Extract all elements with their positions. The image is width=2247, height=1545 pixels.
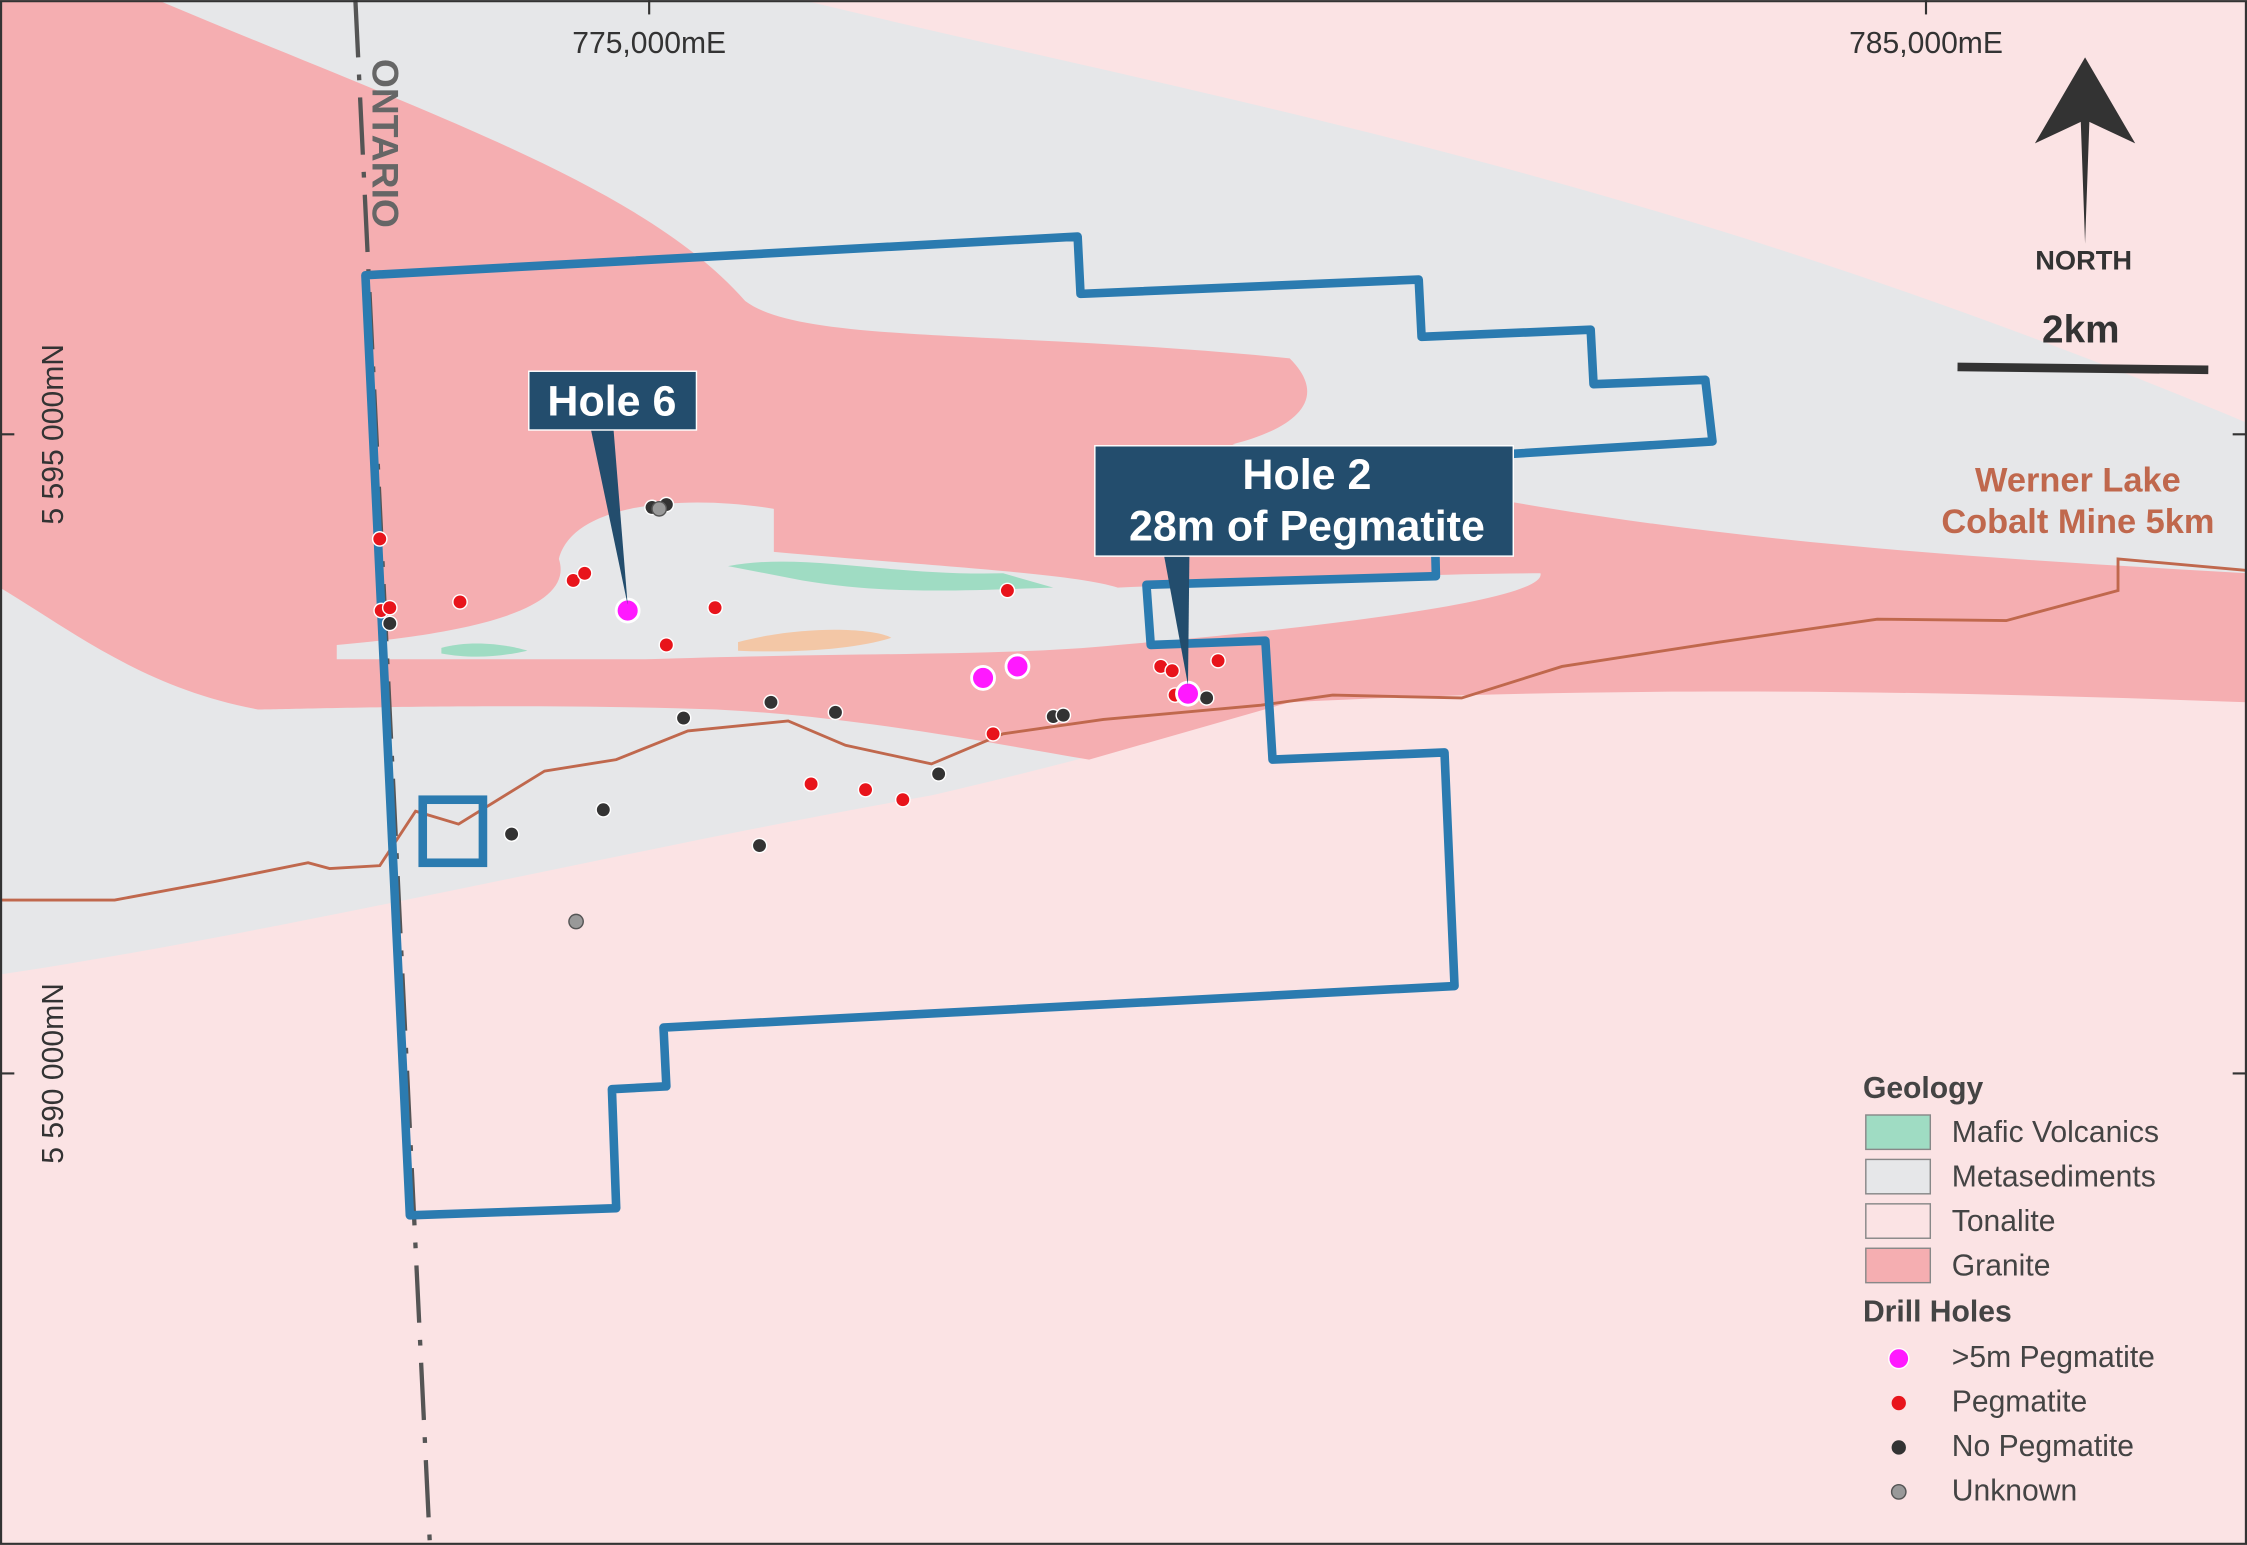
pegmatite-holes xyxy=(371,531,1226,808)
legend-swatch xyxy=(1865,1203,1932,1239)
legend-symbol xyxy=(1890,1484,1907,1500)
tenement-boundary xyxy=(361,232,1717,1220)
legend-swatch xyxy=(1865,1114,1932,1151)
legend-symbol xyxy=(1888,1347,1910,1370)
north-arrow xyxy=(2034,57,2136,244)
easting-label: 785,000mE xyxy=(1849,27,2003,60)
legend-label: No Pegmatite xyxy=(1952,1430,2134,1463)
drill-holes xyxy=(371,496,1226,930)
legend-label: Metasediments xyxy=(1952,1161,2156,1194)
mafic-volcanics xyxy=(727,561,1054,591)
annotation: Cobalt Mine 5km xyxy=(1941,503,2214,541)
road xyxy=(0,557,2247,902)
legend-label: Pegmatite xyxy=(1952,1386,2087,1419)
provincial-border xyxy=(353,0,433,1545)
legend-title: Geology xyxy=(1863,1072,1984,1105)
legend-label: Mafic Volcanics xyxy=(1952,1116,2159,1149)
annotation: Werner Lake xyxy=(1975,462,2181,500)
granite-sliver xyxy=(716,664,1147,688)
grid-ticks xyxy=(0,0,2247,1075)
major-pegmatite-holes xyxy=(614,597,1201,707)
callout-label: Hole 6 xyxy=(547,378,676,426)
legend-label: Tonalite xyxy=(1952,1205,2056,1238)
legend-swatch xyxy=(1865,1158,1932,1195)
province-label: ONTARIO xyxy=(365,59,407,228)
north-label: NORTH xyxy=(2035,245,2132,276)
legend-symbol xyxy=(1891,1395,1906,1411)
scale-label: 2km xyxy=(2042,309,2119,352)
northing-label: 5 590 000mN xyxy=(37,983,70,1164)
callout-label: Hole 2 xyxy=(1242,451,1371,499)
callout: Hole 2 28m of Pegmatite xyxy=(1094,445,1515,686)
legend: Geology Mafic Volcanics Metasediments To… xyxy=(1863,1072,2159,1508)
northing-label: 5 595 000mN xyxy=(37,344,70,525)
legend-symbol xyxy=(1891,1440,1906,1455)
legend-swatch xyxy=(1865,1247,1932,1284)
mafic-volcanics xyxy=(441,643,528,657)
tenement-block xyxy=(418,795,488,868)
legend-label: Unknown xyxy=(1952,1474,2077,1507)
legend-title: Drill Holes xyxy=(1863,1295,2012,1328)
easting-label: 775,000mE xyxy=(572,27,726,60)
scale-bar xyxy=(1957,362,2209,375)
intrusive xyxy=(738,629,892,652)
legend-label: Granite xyxy=(1952,1249,2051,1282)
legend-label: >5m Pegmatite xyxy=(1952,1341,2155,1374)
callout-sublabel: 28m of Pegmatite xyxy=(1129,502,1485,550)
unknown-holes xyxy=(568,500,668,930)
